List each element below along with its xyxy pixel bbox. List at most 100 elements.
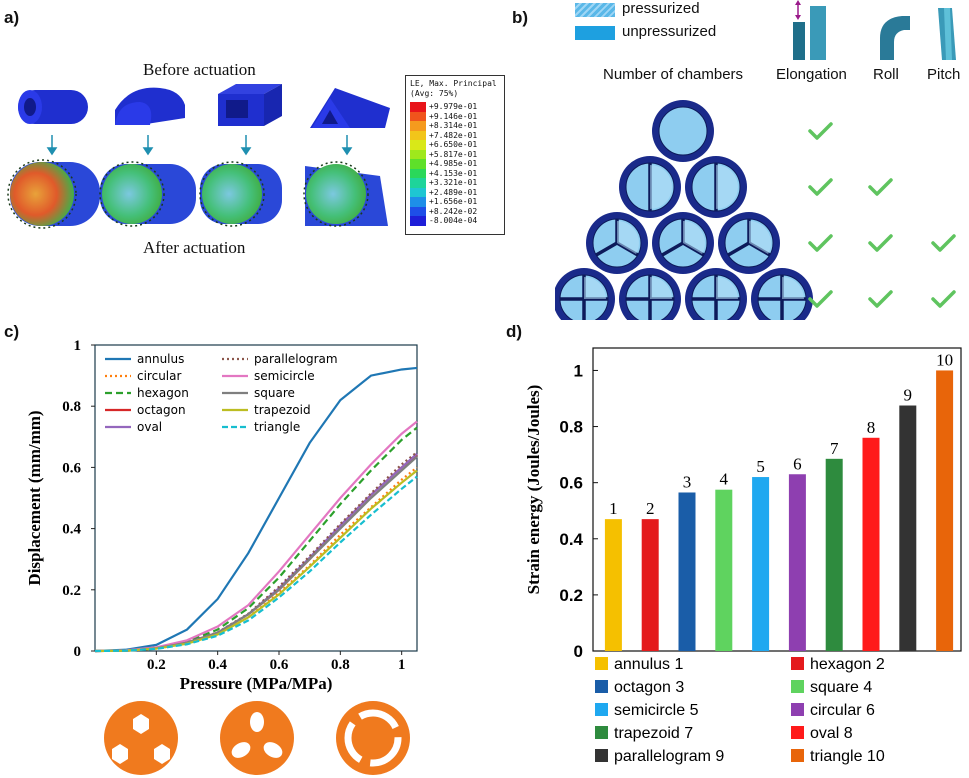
- legend-label: hexagon 2: [810, 656, 885, 673]
- y-tick-label: 0.2: [559, 586, 583, 605]
- pressurized-swatch: [575, 3, 615, 17]
- annulus-tube-before: [18, 90, 88, 124]
- triangle-tube-after: [303, 161, 388, 227]
- legend-color-swatch: [410, 121, 426, 131]
- legend-label: parallelogram 9: [614, 748, 724, 765]
- motion-icons: [793, 0, 956, 60]
- legend-label: hexagon: [137, 386, 189, 400]
- x-tick-label: 0.6: [270, 657, 289, 673]
- legend-value: +2.489e-01: [429, 187, 478, 197]
- before-actuation-text: Before actuation: [143, 60, 256, 79]
- check-icon-elongation: [808, 122, 833, 140]
- y-tick-label: 0.6: [559, 474, 583, 493]
- legend-color-swatch: [410, 187, 426, 197]
- legend-label: triangle 10: [810, 748, 885, 765]
- legend-swatch: [595, 680, 608, 693]
- legend-color-swatch: [410, 206, 426, 216]
- legend-color-swatch: [410, 168, 426, 178]
- check-icon-elongation: [808, 234, 833, 252]
- legend-label: oval 8: [810, 725, 853, 742]
- y-tick-label: 0: [574, 642, 583, 661]
- legend-swatch: [595, 657, 608, 670]
- legend-row: +5.817e-01: [410, 149, 502, 159]
- legend-label: annulus 1: [614, 656, 683, 673]
- x-tick-label: 0.2: [147, 657, 166, 673]
- annulus-tube-after: [7, 159, 100, 229]
- legend-row: +4.153e-01: [410, 168, 502, 178]
- col-roll-header: Roll: [873, 66, 899, 83]
- bar-label: 1: [609, 499, 618, 518]
- chamber-circle-4: [619, 268, 681, 320]
- legend-row: +1.656e-01: [410, 197, 502, 207]
- legend-label: triangle: [254, 420, 300, 434]
- col-chambers-header: Number of chambers: [603, 66, 744, 83]
- chamber-circle-4: [685, 268, 747, 320]
- bar-annulus: [604, 519, 622, 651]
- legend-label: trapezoid: [254, 403, 311, 417]
- y-axis-label: Displacement (mm/mm): [25, 410, 44, 585]
- legend-color-swatch: [410, 178, 426, 188]
- bar-label: 5: [756, 457, 765, 476]
- check-icon-elongation: [808, 290, 833, 308]
- legend-label: parallelogram: [254, 352, 338, 366]
- chamber-circle-3: [718, 212, 780, 274]
- check-icon-roll: [868, 290, 893, 308]
- annulus-cross-section-icon: [336, 701, 410, 775]
- legend-swatch: [595, 726, 608, 739]
- pressurized-chamber: [617, 221, 639, 254]
- legend-label: trapezoid 7: [614, 725, 693, 742]
- y-tick-label: 0.4: [62, 522, 81, 538]
- legend-color-swatch: [410, 149, 426, 159]
- legend-swatch: [791, 657, 804, 670]
- legend-label: square 4: [810, 679, 872, 696]
- check-icon-pitch: [931, 234, 956, 252]
- legend-row: +9.146e-01: [410, 111, 502, 121]
- chamber-circle-4: [751, 268, 813, 320]
- pressurized-chamber: [716, 165, 738, 209]
- legend-value: +1.656e-01: [429, 197, 478, 207]
- bar-label: 6: [793, 454, 802, 473]
- legend-value: +8.242e-02: [429, 206, 478, 216]
- bar-square: [715, 489, 733, 651]
- panel-c-label: c): [4, 322, 20, 341]
- cross-section-icons: [104, 701, 410, 775]
- legend-value: +5.817e-01: [429, 149, 478, 159]
- legend-color-swatch: [410, 111, 426, 121]
- pitch-icon: [938, 8, 956, 60]
- legend-value: +9.979e-01: [429, 102, 478, 112]
- semicircle-tube-before: [115, 87, 185, 125]
- actuator-illustrations: [7, 84, 390, 229]
- strain-energy-chart: 0 0.2 0.4 0.6 0.8 1 Strain energy (Joules/Joul…: [524, 347, 962, 765]
- series-line-annulus: [94, 366, 418, 653]
- bar-label: 7: [830, 439, 839, 458]
- legend-label: oval: [137, 420, 162, 434]
- pressurized-chamber: [749, 221, 771, 254]
- legend-value: +9.146e-01: [429, 111, 478, 121]
- bar-label: 10: [936, 350, 953, 369]
- chamber-divider: [595, 241, 618, 257]
- elongation-icon: [793, 0, 826, 60]
- bar-semicircle: [752, 477, 770, 651]
- legend-label: semicircle: [254, 369, 315, 383]
- legend-value: +4.153e-01: [429, 168, 478, 178]
- y-tick-label: 1: [574, 361, 583, 380]
- pressurized-chamber: [683, 221, 705, 254]
- panel-a-label: a): [4, 8, 20, 27]
- legend-row: +8.314e-01: [410, 121, 502, 131]
- col-pitch-header: Pitch: [927, 66, 961, 83]
- square-tube-after: [199, 161, 282, 227]
- legend-color-swatch: [410, 102, 426, 112]
- chamber-circle-3: [586, 212, 648, 274]
- legend-swatch: [791, 680, 804, 693]
- legend-swatch: [791, 726, 804, 739]
- legend-row: +6.650e-01: [410, 140, 502, 150]
- y-tick-label: 0.6: [62, 460, 81, 476]
- y-tick-label: 0.8: [62, 399, 81, 415]
- legend-color-swatch: [410, 197, 426, 207]
- chamber-circle-2: [619, 156, 681, 218]
- strain-legend: LE, Max. Principal (Avg: 75%) +9.979e-01…: [405, 75, 505, 235]
- bar-hexagon: [641, 519, 659, 651]
- chamber-circle-2: [685, 156, 747, 218]
- chamber-circle-3: [652, 212, 714, 274]
- displacement-chart: 0 0.2 0.4 0.6 0.8 1 0.2 0.4 0.6 0.8 1 Pressure (MPa…: [25, 338, 418, 693]
